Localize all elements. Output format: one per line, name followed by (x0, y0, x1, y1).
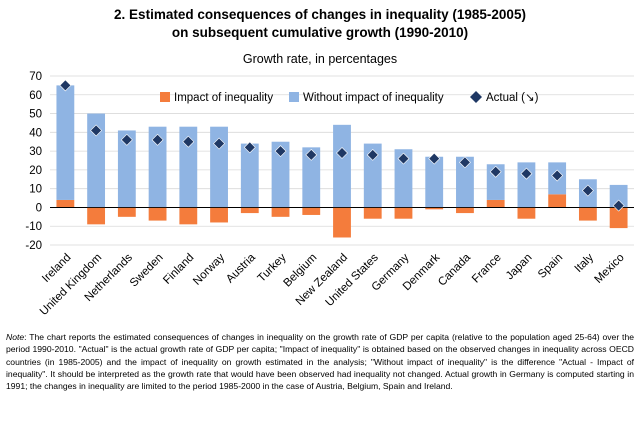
chart-title-line1: 2. Estimated consequences of changes in … (114, 7, 526, 22)
bar-impact-15 (517, 207, 536, 219)
bar-without-11 (394, 149, 413, 208)
bar-impact-14 (486, 199, 505, 208)
bar-impact-6 (240, 207, 259, 214)
bar-impact-11 (394, 207, 413, 219)
actual-marker-16 (551, 169, 564, 182)
note-label: Note (6, 332, 25, 342)
bar-impact-13 (456, 207, 474, 214)
x-tick-label: France (470, 252, 504, 286)
bar-without-1 (87, 113, 106, 208)
y-tick-label: 50 (29, 109, 42, 121)
x-tick-label: Spain (536, 252, 565, 281)
actual-marker-9 (336, 147, 348, 159)
y-tick-label: 60 (29, 90, 42, 102)
y-tick-label: -10 (25, 221, 42, 233)
bar-without-3 (148, 126, 167, 208)
chart-title-line2: on subsequent cumulative growth (1990-20… (171, 25, 469, 40)
actual-marker-5 (213, 137, 225, 150)
bar-without-12 (425, 156, 444, 208)
bar-impact-4 (179, 207, 198, 225)
y-tick-label: 20 (29, 165, 42, 177)
legend-label-impact: Impact of inequality (174, 92, 273, 104)
legend-label-without: Without impact of inequality (303, 92, 444, 104)
actual-marker-11 (397, 152, 410, 165)
x-tick-label: Finland (161, 252, 196, 287)
actual-marker-14 (489, 165, 502, 178)
bar-impact-9 (333, 207, 351, 238)
chart-subtitle: Growth rate, in percentages (242, 52, 398, 66)
actual-marker-18 (612, 199, 625, 212)
bar-impact-17 (578, 207, 597, 221)
bar-impact-12 (425, 207, 444, 210)
bar-impact-16 (548, 194, 567, 208)
x-tick-label: Austria (224, 251, 258, 285)
x-tick-label: Italy (573, 251, 597, 275)
legend-marker-actual (470, 91, 482, 103)
actual-marker-17 (581, 184, 594, 197)
y-tick-label: 10 (29, 184, 42, 196)
y-tick-label: 30 (29, 146, 42, 158)
y-tick-label: -20 (25, 240, 42, 252)
bar-impact-8 (302, 207, 321, 215)
actual-marker-6 (243, 141, 256, 154)
x-tick-label: Norway (191, 251, 227, 287)
x-tick-label: Canada (436, 251, 473, 288)
bar-without-7 (271, 141, 290, 208)
bar-without-13 (456, 156, 474, 208)
legend-label-actual: Actual (↘) (486, 92, 539, 104)
chart-note: Note: The chart reports the estimated co… (6, 331, 634, 392)
note-text: : The chart reports the estimated conseq… (6, 332, 634, 392)
bar-impact-1 (87, 207, 106, 225)
actual-marker-2 (120, 133, 133, 146)
bar-without-0 (56, 85, 75, 200)
bar-without-2 (117, 130, 136, 208)
bar-series (50, 85, 634, 238)
bar-impact-7 (271, 207, 290, 217)
chart-title: 2. Estimated consequences of changes in … (0, 6, 640, 42)
actual-marker-13 (459, 156, 471, 169)
bar-without-8 (302, 147, 321, 208)
x-tick-label: Japan (504, 252, 535, 283)
bar-impact-0 (56, 199, 75, 208)
actual-marker-10 (366, 148, 379, 161)
bar-impact-5 (210, 207, 228, 223)
actual-marker-8 (305, 148, 318, 161)
bar-impact-18 (609, 207, 628, 229)
x-tick-label: Sweden (128, 252, 166, 290)
bar-impact-10 (363, 207, 382, 219)
grid-lines (50, 75, 634, 246)
actual-marker-15 (520, 167, 533, 180)
bar-without-4 (179, 126, 198, 208)
bar-impact-3 (148, 207, 167, 221)
actual-markers (59, 79, 625, 212)
y-tick-label: 40 (29, 127, 42, 139)
bar-without-10 (363, 143, 382, 208)
y-tick-label: 70 (29, 71, 42, 83)
actual-marker-1 (90, 124, 103, 137)
actual-marker-0 (59, 79, 72, 92)
bar-impact-2 (117, 207, 136, 217)
actual-marker-4 (182, 135, 195, 148)
bar-without-6 (240, 143, 259, 208)
legend: Impact of inequality Without impact of i… (160, 91, 539, 104)
legend-swatch-impact (160, 92, 170, 102)
y-tick-label: 0 (36, 202, 42, 214)
bar-without-18 (609, 184, 628, 208)
bar-without-5 (210, 126, 228, 208)
actual-marker-7 (274, 145, 287, 158)
bar-without-9 (333, 124, 351, 208)
x-tick-label: Mexico (593, 252, 627, 286)
y-axis-tick-labels: -20 -10 0 10 20 30 40 50 60 70 (25, 71, 42, 252)
legend-swatch-without (289, 92, 299, 102)
actual-marker-3 (151, 133, 164, 146)
actual-marker-12 (428, 152, 441, 165)
